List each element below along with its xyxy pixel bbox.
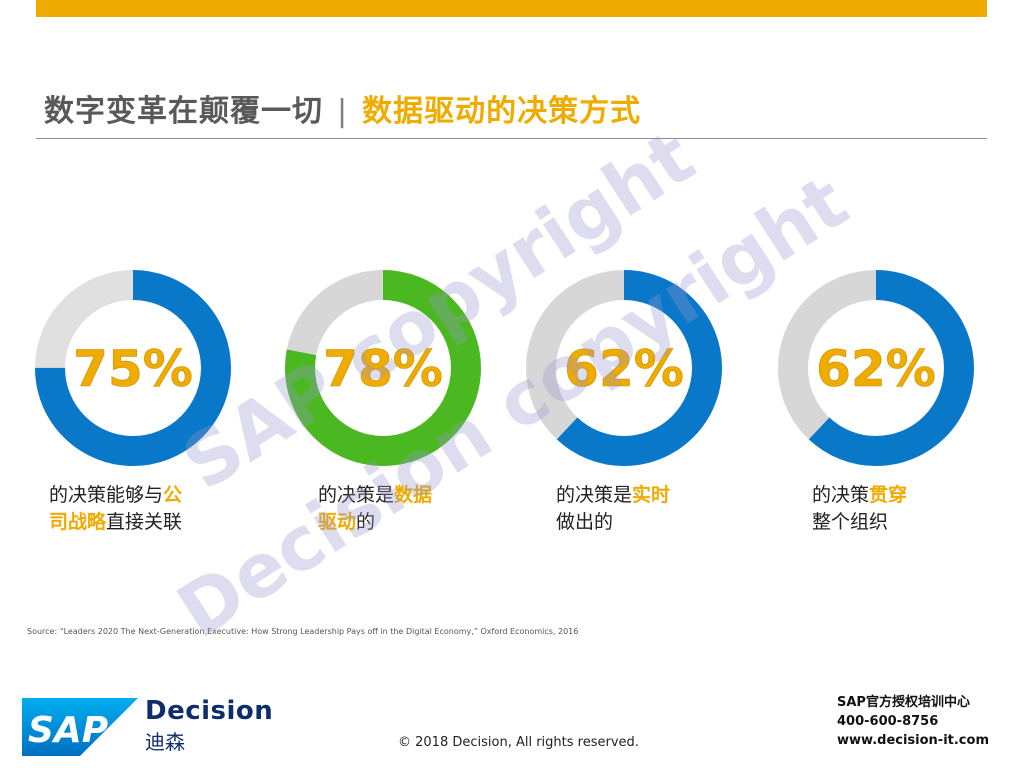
caption-3-line1-text: 的决策是 <box>556 484 633 506</box>
title-separator: | <box>337 94 349 129</box>
contact-info: SAP官方授权培训中心 400-600-8756 www.decision-it… <box>837 693 989 750</box>
caption-1-line2-highlight: 司战略 <box>49 511 107 533</box>
donut-3-value-arc <box>526 270 722 466</box>
donut-4-value-arc <box>778 270 974 466</box>
caption-4: 的决策贯穿 整个组织 <box>812 482 907 536</box>
contact-website[interactable]: www.decision-it.com <box>837 733 989 748</box>
page-title: 数字变革在颠覆一切 | 数据驱动的决策方式 <box>44 86 641 130</box>
caption-2-line1-highlight: 数据 <box>394 484 433 506</box>
source-citation: Source: “Leaders 2020 The Next-Generatio… <box>27 627 579 636</box>
donut-3-percent-label: 62% <box>564 340 684 398</box>
title-right: 数据驱动的决策方式 <box>362 94 642 129</box>
caption-3-line2-text: 做出的 <box>556 511 614 533</box>
sap-logo-text: SAP <box>28 710 108 751</box>
caption-1: 的决策能够与公 司战略直接关联 <box>49 482 182 536</box>
title-divider <box>36 138 987 139</box>
donut-2-value-arc <box>285 270 481 466</box>
donut-4: 62% <box>778 270 974 466</box>
contact-phone: 400-600-8756 <box>837 714 939 729</box>
contact-org: SAP官方授权培训中心 <box>837 695 970 710</box>
donut-1-percent-label: 75% <box>73 340 193 398</box>
donut-1: 75% <box>35 270 231 466</box>
brand-name: Decision <box>145 696 274 726</box>
caption-1-line1-highlight: 公 <box>163 484 183 506</box>
donut-2: 78% <box>285 270 481 466</box>
caption-4-line1-highlight: 贯穿 <box>869 484 908 506</box>
caption-4-line1-text: 的决策 <box>812 484 870 506</box>
copyright-notice: © 2018 Decision, All rights reserved. <box>398 735 639 750</box>
caption-1-line2-text: 直接关联 <box>106 511 183 533</box>
caption-2-line2-highlight: 驱动 <box>318 511 357 533</box>
caption-4-line2-text: 整个组织 <box>812 511 889 533</box>
caption-2-line2-text: 的 <box>356 511 376 533</box>
title-left: 数字变革在颠覆一切 <box>44 94 323 129</box>
donut-3: 62% <box>526 270 722 466</box>
caption-3: 的决策是实时 做出的 <box>556 482 670 536</box>
donut-2-percent-label: 78% <box>323 340 443 398</box>
caption-2-line1-text: 的决策是 <box>318 484 395 506</box>
brand-name-cn: 迪森 <box>145 730 185 754</box>
caption-1-line1-text: 的决策能够与 <box>49 484 164 506</box>
caption-2: 的决策是数据 驱动的 <box>318 482 432 536</box>
donut-1-value-arc <box>35 270 231 466</box>
top-accent-bar <box>36 0 987 17</box>
caption-3-line1-highlight: 实时 <box>632 484 671 506</box>
sap-logo: SAP <box>22 698 138 756</box>
donut-4-percent-label: 62% <box>816 340 936 398</box>
